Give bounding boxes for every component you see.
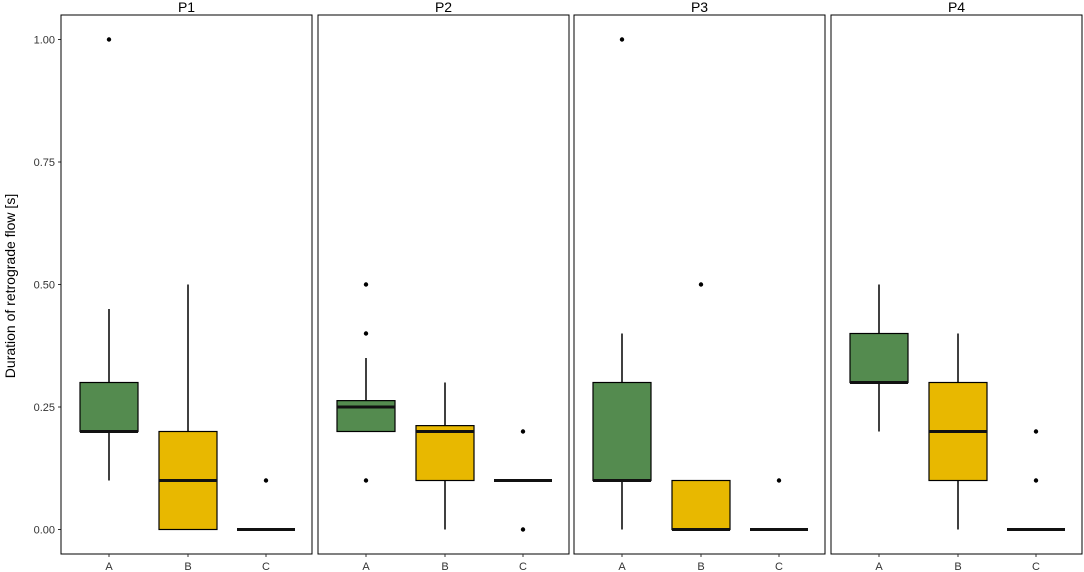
box-a (79, 37, 139, 481)
x-tick-label: A (362, 561, 370, 572)
panel-border (830, 14, 1083, 555)
outlier-point (106, 37, 112, 42)
facet-panels: P1 A B C P2 A B C P3 A B C P4 A B C (60, 0, 1083, 572)
box-a (592, 37, 652, 530)
x-tick-label: A (875, 561, 883, 572)
panel-p2: P2 A B C (317, 0, 570, 572)
outlier-point (363, 282, 369, 287)
y-tick-labels: 0.00 0.25 0.50 0.75 1.00 (34, 35, 61, 537)
panel-title: P3 (691, 0, 708, 15)
box-b (415, 382, 475, 530)
outlier-point (263, 478, 269, 483)
box-a (849, 284, 909, 432)
box-body (671, 479, 731, 531)
box-b (158, 284, 218, 531)
x-tick-label: C (775, 561, 783, 572)
x-tick-label: C (519, 561, 527, 572)
box-body (336, 400, 396, 433)
panel-border (60, 14, 313, 555)
y-tick-label: 0.50 (34, 280, 55, 292)
outlier-point (1033, 478, 1039, 483)
box-body (592, 381, 652, 482)
box-c (750, 478, 808, 531)
x-tick-label: B (441, 561, 448, 572)
panel-border (573, 14, 826, 555)
box-b (928, 333, 988, 530)
outlier-point (619, 37, 625, 42)
y-axis-title: Duration of retrograde flow [s] (2, 194, 18, 378)
panel-p4: P4 A B C (830, 0, 1083, 572)
outlier-point (520, 527, 526, 532)
box-body (849, 332, 909, 384)
box-body (79, 381, 139, 433)
outlier-point (698, 282, 704, 287)
panel-title: P4 (948, 0, 965, 15)
y-tick-label: 1.00 (34, 35, 55, 47)
box-body (415, 425, 475, 482)
outlier-point (776, 478, 782, 483)
x-tick-label: B (954, 561, 961, 572)
x-tick-label: C (1032, 561, 1040, 572)
y-tick-label: 0.00 (34, 525, 55, 537)
y-tick-label: 0.25 (34, 402, 55, 414)
box-c (1007, 429, 1065, 531)
outlier-point (363, 331, 369, 336)
panel-p3: P3 A B C (573, 0, 826, 572)
box-c (237, 478, 295, 531)
box-a (336, 282, 396, 483)
panel-title: P1 (178, 0, 195, 15)
box-b (671, 282, 731, 531)
x-tick-label: B (184, 561, 191, 572)
x-tick-label: A (618, 561, 626, 572)
outlier-point (363, 478, 369, 483)
box-c (494, 429, 552, 532)
outlier-point (520, 429, 526, 434)
panel-title: P2 (435, 0, 452, 15)
panel-border (317, 14, 570, 555)
panel-p1: P1 A B C (60, 0, 313, 572)
x-tick-label: A (105, 561, 113, 572)
x-tick-label: C (262, 561, 270, 572)
x-tick-label: B (697, 561, 704, 572)
y-tick-label: 0.75 (34, 157, 55, 169)
outlier-point (1033, 429, 1039, 434)
